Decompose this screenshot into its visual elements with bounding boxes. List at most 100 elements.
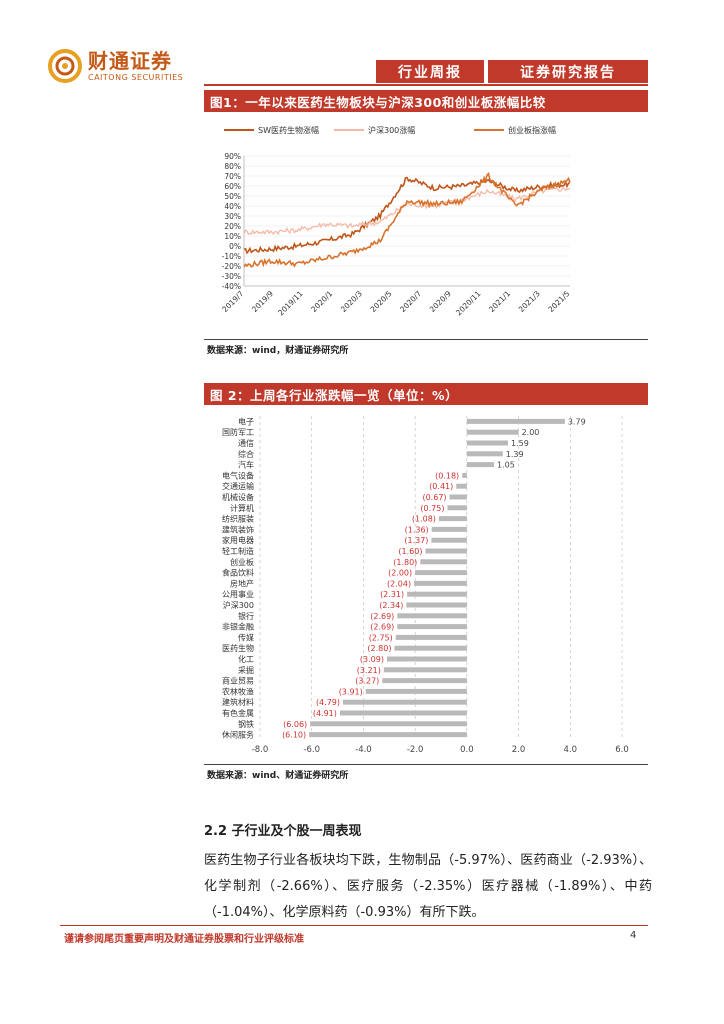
category-label: 计算机 (230, 503, 254, 513)
x-tick-label: 2020/9 (428, 289, 453, 314)
bar-chart: -8.0 -6.0 -4.0 -2.0 0.0 2.0 4.0 6.0 电子 3.79 国防军工 2.… (222, 416, 629, 755)
bar (425, 548, 467, 554)
category-label: 汽车 (238, 460, 254, 470)
footer-divider (60, 925, 648, 926)
value-label: (4.91) (313, 709, 337, 718)
category-label: 电子 (238, 416, 254, 426)
x-tick-label: 2021/1 (487, 289, 512, 314)
value-label: (1.80) (393, 558, 417, 567)
value-label: (4.79) (316, 698, 340, 707)
logo-name-cn: 财通证券 (88, 48, 172, 73)
bar (394, 645, 467, 651)
figure2-source: 数据来源：wind、财通证券研究所 (207, 771, 349, 781)
figure2-bottom-rule (204, 764, 648, 765)
logo-mark-icon (48, 49, 82, 83)
y-tick-label: 10% (224, 232, 241, 241)
figure2-title: 图 2：上周各行业涨跌幅一览（单位：%） (204, 383, 648, 405)
category-label: 通信 (238, 438, 254, 448)
bar (397, 613, 467, 619)
category-label: 农林牧渔 (222, 686, 254, 696)
value-label: (1.36) (405, 525, 429, 534)
x-tick-label: 2020/7 (398, 289, 423, 314)
category-label: 综合 (238, 449, 254, 459)
series-line-1 (243, 176, 571, 255)
value-label: (2.34) (379, 601, 403, 610)
bar (415, 570, 467, 576)
y-tick-label: 50% (224, 192, 241, 201)
figure1-bottom-rule (204, 339, 648, 340)
bar (407, 591, 467, 597)
category-label: 非银金融 (222, 622, 254, 632)
value-label: (2.80) (367, 644, 391, 653)
value-label: (2.69) (370, 623, 394, 632)
value-label: (6.10) (282, 731, 306, 740)
value-label: (1.08) (412, 515, 436, 524)
value-label: (0.67) (422, 493, 446, 502)
category-label: 公用事业 (222, 589, 254, 599)
bar (406, 602, 467, 608)
value-label: (2.69) (370, 612, 394, 621)
category-label: 传媒 (238, 632, 254, 642)
category-label: 创业板 (230, 557, 254, 567)
category-label: 银行 (238, 611, 254, 621)
y-tick-label: 60% (224, 182, 241, 191)
category-label: 商业贸易 (222, 676, 254, 686)
bar (447, 505, 467, 511)
x-tick-label: 0.0 (460, 745, 474, 755)
value-label: (3.91) (339, 687, 363, 696)
x-tick-label: 2020/11 (454, 289, 483, 318)
category-label: 钢铁 (238, 719, 254, 729)
x-tick-label: -6.0 (303, 745, 320, 755)
bar (420, 559, 467, 565)
category-label: 国防军工 (222, 427, 254, 437)
value-label: (2.04) (387, 579, 411, 588)
category-label: 纺织服装 (222, 514, 254, 524)
line-chart: SW医药生物涨幅 沪深300涨幅 创业板指涨幅 90%80%70%60%50%40%3… (220, 125, 571, 318)
bar (386, 656, 467, 662)
bar (456, 483, 467, 489)
y-tick-label: -40% (222, 282, 241, 291)
category-label: 轻工制造 (222, 546, 254, 556)
value-label: 3.79 (568, 417, 586, 426)
category-label: 化工 (238, 654, 254, 664)
value-label: (2.75) (369, 633, 393, 642)
category-label: 休闲服务 (222, 730, 254, 740)
category-label: 电气设备 (222, 470, 254, 480)
x-tick-label: -2.0 (407, 745, 424, 755)
category-label: 食品饮料 (222, 568, 254, 578)
bar (395, 634, 467, 640)
bar (466, 418, 565, 424)
value-label: (0.18) (435, 471, 459, 480)
bar (466, 451, 503, 457)
value-label: (0.41) (429, 482, 453, 491)
bar (339, 710, 467, 716)
bar (365, 688, 467, 694)
y-tick-label: 0% (229, 242, 241, 251)
category-label: 建筑材料 (222, 697, 254, 707)
category-label: 沪深300 (223, 600, 254, 610)
research-report-tag: 证券研究报告 (488, 60, 648, 83)
bar (466, 440, 508, 446)
logo-name-en: CAITONG SECURITIES (88, 72, 184, 82)
header-divider (204, 84, 648, 86)
x-tick-label: 4.0 (564, 745, 578, 755)
section-paragraph: 医药生物子行业各板块均下跌，生物制品（-5.97%）、医药商业（-2.93%）、… (204, 853, 652, 920)
y-tick-label: 70% (224, 172, 241, 181)
series-line-2 (243, 186, 571, 236)
bar (466, 462, 495, 468)
value-label: (3.27) (355, 677, 379, 686)
value-label: (0.75) (420, 504, 444, 513)
x-tick-label: -4.0 (355, 745, 372, 755)
bar (382, 678, 467, 684)
x-tick-label: 2021/3 (517, 289, 542, 314)
value-label: 1.59 (511, 439, 529, 448)
y-tick-label: -30% (222, 272, 241, 281)
bar (414, 580, 467, 586)
bar (383, 667, 467, 673)
bar (449, 494, 467, 500)
category-label: 房地产 (230, 578, 254, 588)
value-label: (6.06) (283, 720, 307, 729)
x-tick-label: 2019/9 (250, 289, 275, 314)
series-line-3 (243, 171, 571, 268)
legend-label: 沪深300涨幅 (368, 125, 415, 135)
